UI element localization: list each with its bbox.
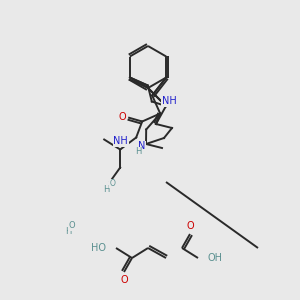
Text: H: H [65, 227, 71, 236]
Text: N: N [138, 141, 146, 151]
Text: H: H [103, 185, 110, 194]
Text: H: H [135, 147, 141, 156]
Text: O: O [69, 221, 75, 230]
Text: OH: OH [208, 253, 223, 263]
Text: O: O [186, 221, 194, 231]
Text: NH: NH [113, 136, 128, 146]
Text: O: O [109, 179, 115, 188]
Text: O: O [118, 112, 126, 122]
Text: HO: HO [91, 243, 106, 253]
Text: O: O [120, 275, 128, 285]
Text: NH: NH [162, 97, 177, 106]
